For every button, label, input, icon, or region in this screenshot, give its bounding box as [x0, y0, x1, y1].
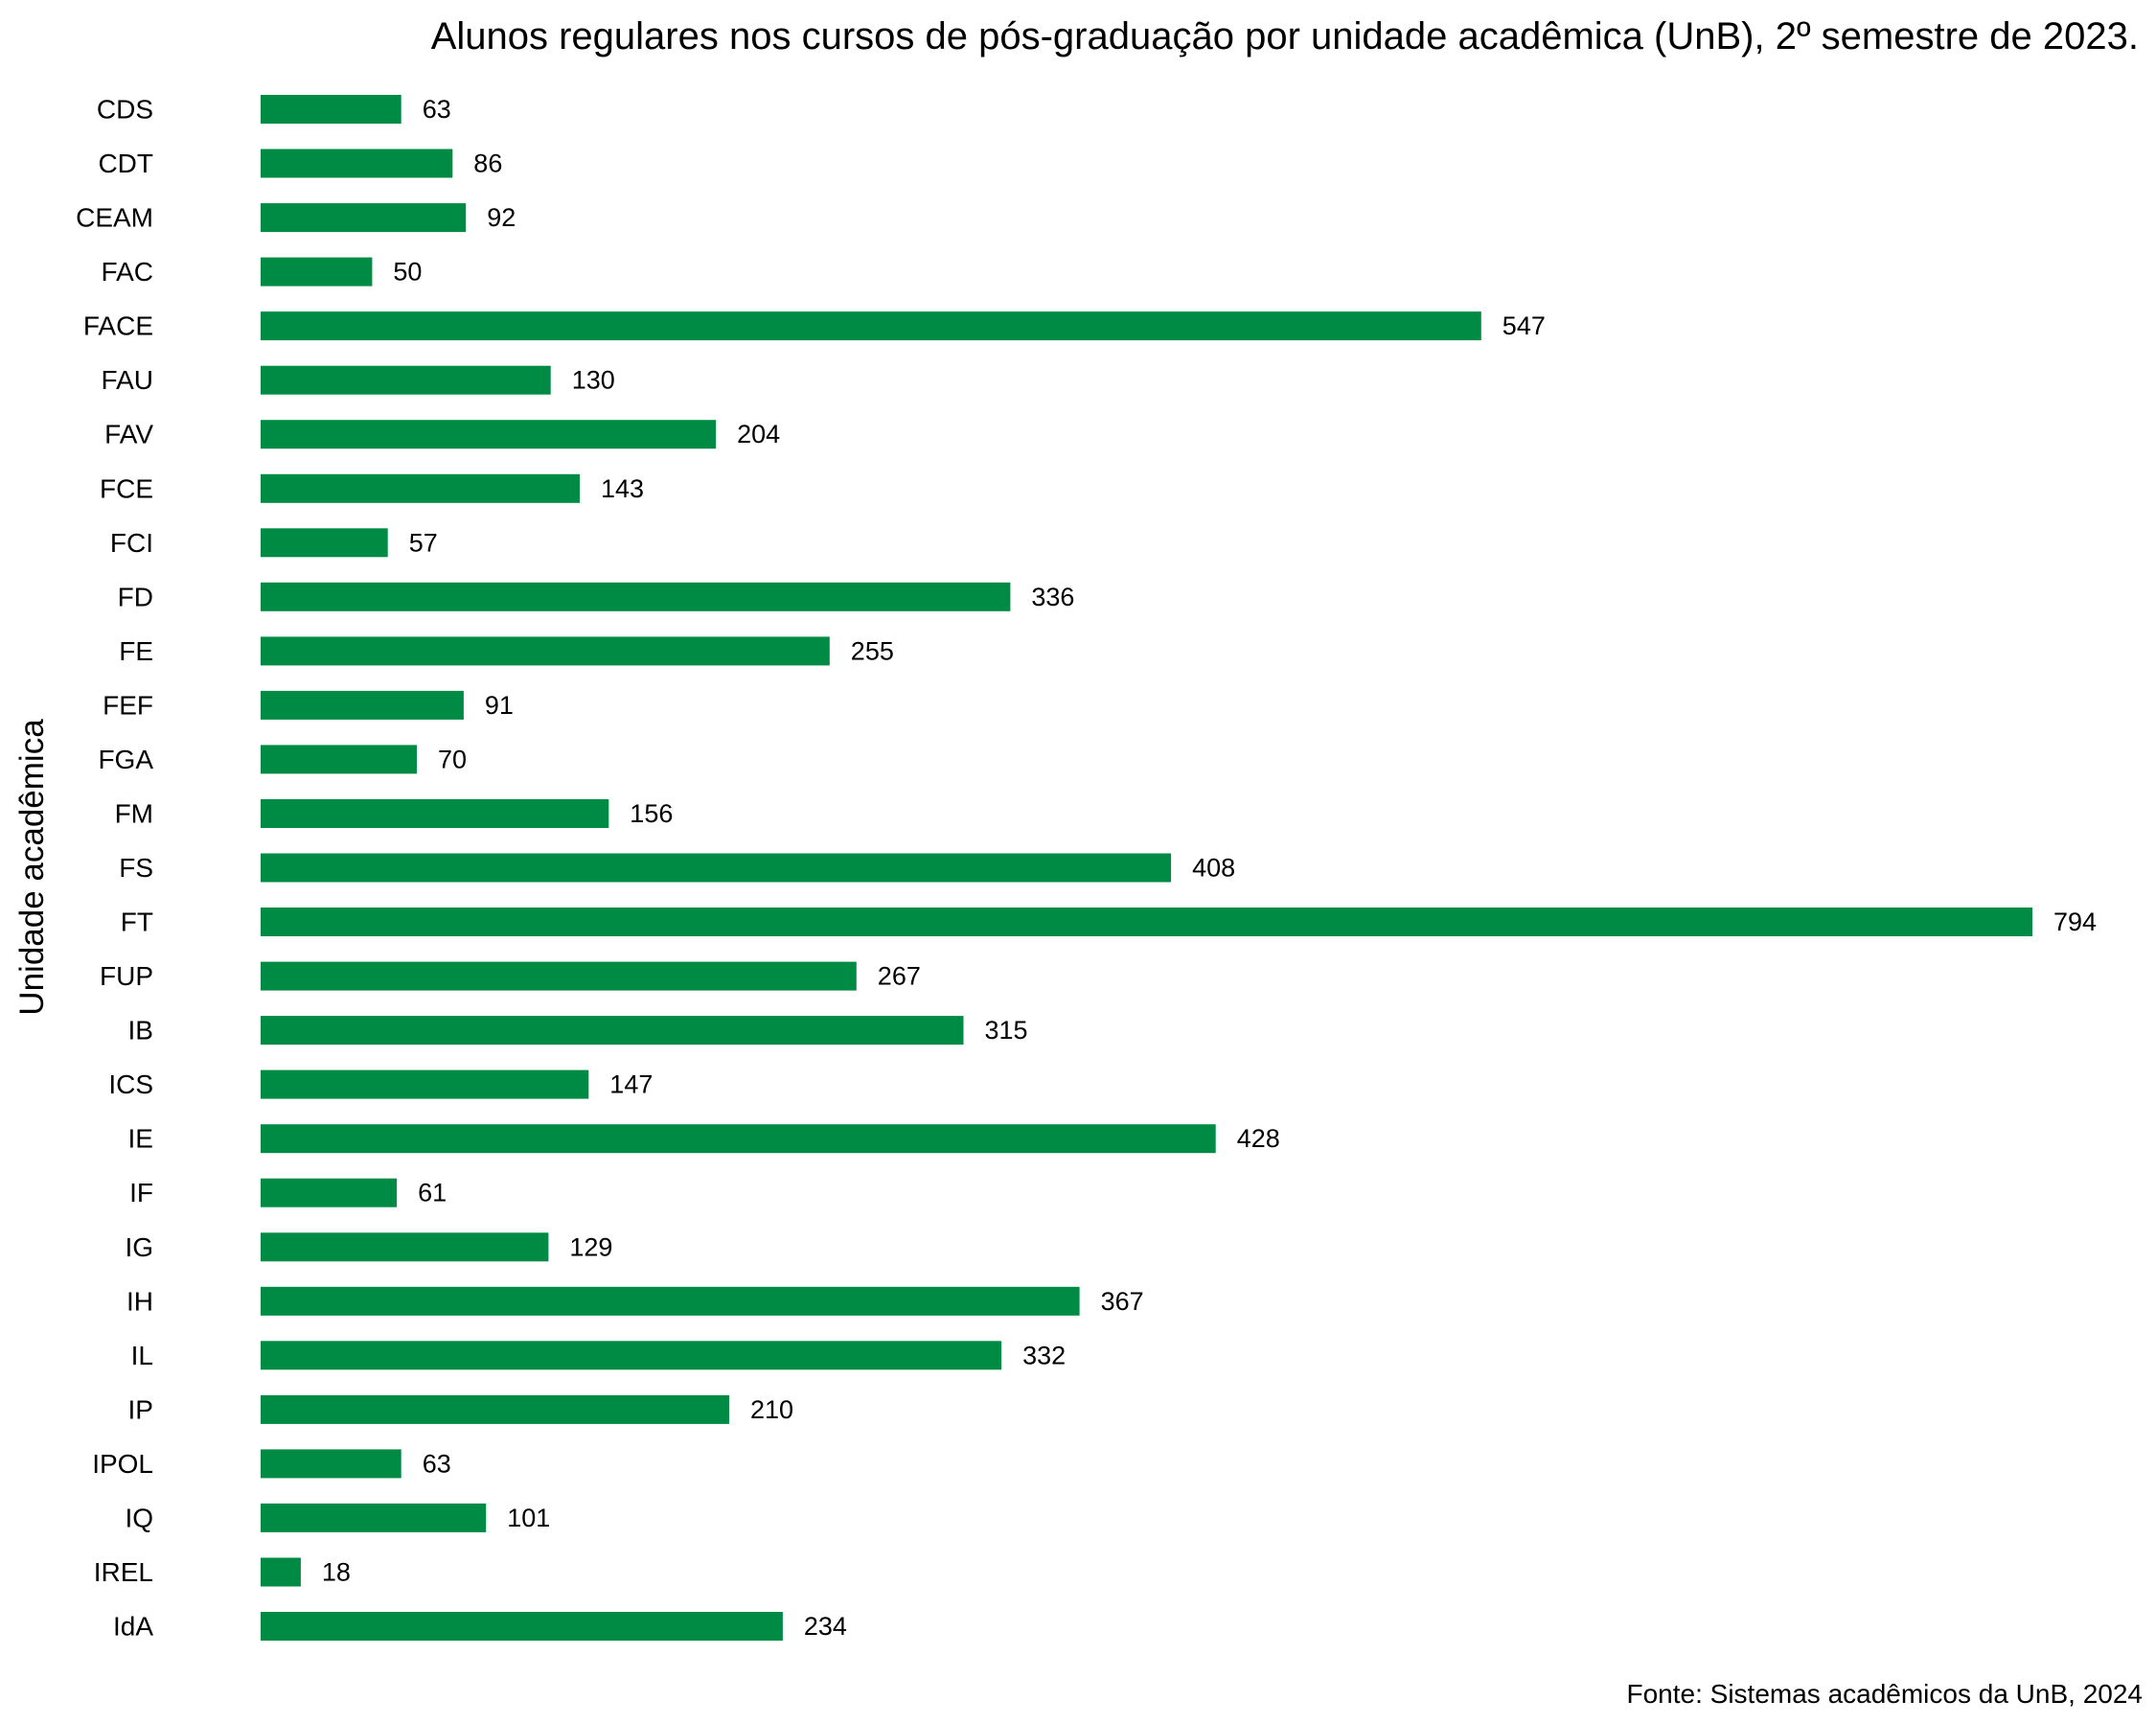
category-label-ceam: CEAM — [76, 203, 153, 233]
bar-irel — [261, 1557, 301, 1587]
category-label-fav: FAV — [104, 420, 153, 449]
value-label-fe: 255 — [851, 636, 894, 665]
value-label-fga: 70 — [438, 745, 467, 773]
value-label-ie: 428 — [1237, 1124, 1280, 1153]
value-label-ipol: 63 — [423, 1449, 451, 1478]
chart-title: Alunos regulares nos cursos de pós-gradu… — [430, 15, 2139, 57]
value-label-iq: 101 — [507, 1504, 550, 1532]
bar-fm — [261, 799, 609, 828]
value-label-cds: 63 — [423, 95, 451, 124]
value-label-fav: 204 — [737, 420, 780, 448]
bar-ics — [261, 1069, 589, 1099]
bar-ib — [261, 1016, 964, 1046]
category-label-fd: FD — [118, 582, 153, 611]
value-label-ip: 210 — [750, 1395, 793, 1424]
bar-fs — [261, 853, 1172, 883]
value-label-face: 547 — [1502, 311, 1546, 340]
bar-fci — [261, 528, 388, 558]
category-label-irel: IREL — [94, 1557, 153, 1587]
bar-fga — [261, 745, 417, 774]
bar-fef — [261, 690, 464, 720]
source-note: Fonte: Sistemas acadêmicos da UnB, 2024 — [1626, 1679, 2143, 1709]
category-label-fm: FM — [115, 799, 153, 829]
category-label-fef: FEF — [103, 690, 153, 720]
category-label-fau: FAU — [102, 365, 153, 395]
category-label-ig: IG — [125, 1232, 153, 1262]
bar-fau — [261, 365, 551, 395]
bar-ida — [261, 1612, 783, 1641]
bar-iq — [261, 1503, 487, 1532]
category-label-ie: IE — [128, 1124, 153, 1154]
value-label-fce: 143 — [601, 474, 644, 503]
bar-fac — [261, 257, 373, 287]
bar-ie — [261, 1124, 1216, 1154]
value-label-fd: 336 — [1031, 583, 1074, 611]
category-label-fci: FCI — [110, 528, 153, 558]
value-label-ib: 315 — [985, 1016, 1028, 1045]
category-label-face: FACE — [83, 311, 153, 341]
value-label-fm: 156 — [630, 799, 673, 828]
category-label-ics: ICS — [108, 1069, 153, 1099]
value-label-fup: 267 — [878, 962, 921, 991]
category-label-fac: FAC — [102, 257, 153, 287]
value-label-cdt: 86 — [473, 149, 502, 178]
bar-ipol — [261, 1449, 401, 1479]
category-label-fs: FS — [119, 853, 153, 883]
value-label-ig: 129 — [569, 1232, 612, 1261]
value-label-if: 61 — [418, 1179, 447, 1207]
bar-cds — [261, 95, 401, 124]
bar-ip — [261, 1394, 729, 1424]
value-label-fef: 91 — [485, 691, 514, 720]
bar-fe — [261, 636, 830, 666]
category-label-ih: IH — [126, 1286, 153, 1316]
value-label-il: 332 — [1022, 1341, 1066, 1369]
bar-fup — [261, 961, 857, 991]
bar-ig — [261, 1232, 549, 1262]
bar-face — [261, 311, 1481, 341]
category-label-cds: CDS — [97, 95, 153, 125]
value-label-ft: 794 — [2053, 908, 2097, 936]
value-label-fs: 408 — [1192, 854, 1235, 883]
category-label-if: IF — [129, 1178, 153, 1207]
category-label-fup: FUP — [100, 961, 153, 991]
bar-il — [261, 1341, 1002, 1370]
value-label-ih: 367 — [1101, 1287, 1144, 1316]
category-label-il: IL — [131, 1341, 153, 1370]
category-label-fga: FGA — [98, 745, 153, 774]
bar-if — [261, 1178, 398, 1207]
category-label-iq: IQ — [125, 1503, 153, 1532]
value-label-fac: 50 — [393, 258, 422, 287]
bar-cdt — [261, 149, 453, 178]
bar-fd — [261, 582, 1011, 611]
category-label-ipol: IPOL — [92, 1449, 153, 1479]
category-label-ft: FT — [121, 908, 153, 937]
category-label-ip: IP — [128, 1394, 153, 1424]
value-label-irel: 18 — [322, 1558, 351, 1587]
bar-ceam — [261, 203, 467, 233]
category-label-ib: IB — [128, 1016, 153, 1046]
bar-ft — [261, 908, 2032, 936]
value-label-ics: 147 — [609, 1070, 653, 1099]
bar-fav — [261, 420, 717, 449]
value-label-fci: 57 — [409, 528, 438, 557]
bar-fce — [261, 473, 580, 503]
value-label-ida: 234 — [804, 1612, 847, 1641]
category-label-cdt: CDT — [98, 149, 153, 178]
value-label-ceam: 92 — [487, 203, 516, 232]
category-label-ida: IdA — [113, 1612, 153, 1642]
category-label-fe: FE — [119, 636, 153, 666]
bar-ih — [261, 1286, 1080, 1316]
value-label-fau: 130 — [572, 366, 615, 395]
category-label-fce: FCE — [100, 473, 153, 503]
